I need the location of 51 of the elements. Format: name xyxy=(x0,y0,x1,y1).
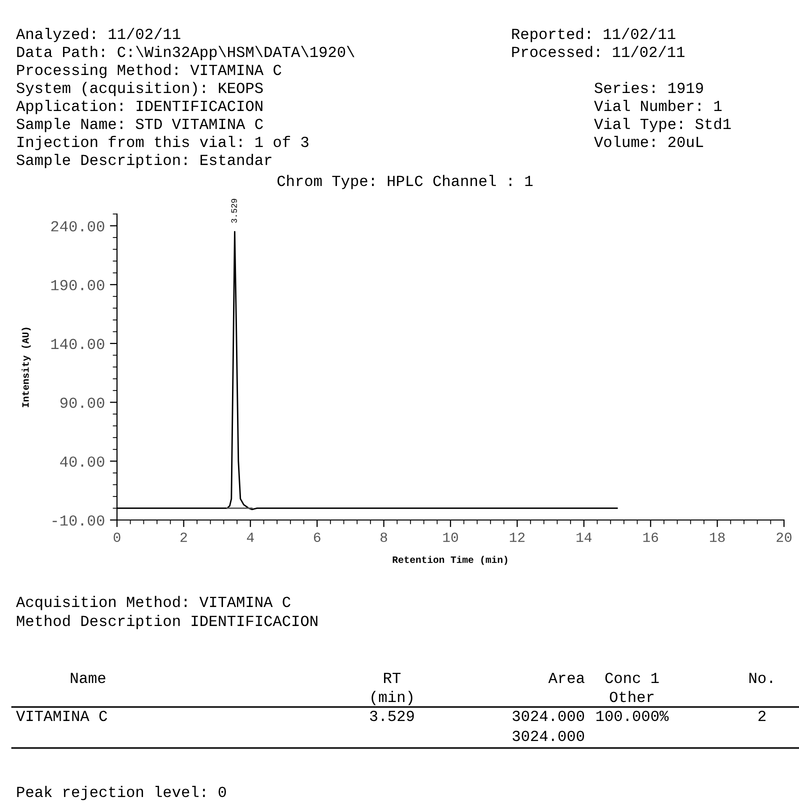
x-tick-label: 6 xyxy=(314,532,320,542)
text: Volume: 20uL xyxy=(594,136,704,148)
text: 100.000% xyxy=(596,710,669,722)
annotation: 3.529 xyxy=(231,198,237,223)
text: Series: 1919 xyxy=(594,82,703,94)
text: (min) xyxy=(372,690,412,706)
x-tick-label: 12 xyxy=(510,532,525,542)
text: Processing Method: VITAMINA C xyxy=(17,64,282,78)
text: System (acquisition): KEOPS xyxy=(16,82,263,96)
text: RT xyxy=(384,672,401,683)
x-tick-label: 10 xyxy=(443,532,458,542)
y-tick-label: 190.00 xyxy=(51,280,104,290)
text: Name xyxy=(70,672,106,684)
text: Conc 1 xyxy=(605,672,659,684)
x-tick-label: 16 xyxy=(643,532,658,542)
text: 3024.000 xyxy=(512,730,584,742)
text: Area xyxy=(548,672,584,684)
text: Processed: 11/02/11 xyxy=(512,46,684,58)
chart-title: Chrom Type: HPLC Channel : 1 xyxy=(277,174,533,190)
x-tick-label: 8 xyxy=(380,532,388,542)
x-tick-label: 2 xyxy=(180,532,187,542)
text: No. xyxy=(749,672,772,684)
text: Peak rejection level: 0 xyxy=(17,786,226,800)
y-tick-label: 90.00 xyxy=(60,398,104,408)
text: Data Path: C:\Win32App\HSM\DATA\1920\ xyxy=(17,46,354,60)
y-axis-title: Intensity (AU) xyxy=(22,328,31,408)
text: Vial Type: Std1 xyxy=(594,118,731,132)
x-tick-label: 14 xyxy=(576,532,592,542)
text: 3024.000 xyxy=(512,710,584,722)
text: Acquisition Method: VITAMINA C xyxy=(16,596,290,610)
text: 2 xyxy=(758,710,766,721)
x-tick-label: 0 xyxy=(114,532,120,542)
text: Reported: 11/02/11 xyxy=(512,28,676,42)
text: VITAMINA C xyxy=(16,710,108,722)
x-axis-title: Retention Time (min) xyxy=(392,556,508,565)
text: Method Description IDENTIFICACION xyxy=(16,614,318,630)
x-tick-label: 18 xyxy=(710,532,725,542)
y-tick-label: 140.00 xyxy=(51,338,104,350)
y-tick-label: 40.00 xyxy=(60,456,104,467)
text: Vial Number: 1 xyxy=(594,100,722,112)
text: Other xyxy=(610,690,654,702)
text: Sample Description: Estandar xyxy=(16,154,272,168)
x-tick-label: 20 xyxy=(776,532,792,542)
text: Sample Name: STD VITAMINA C xyxy=(16,118,263,132)
text: Injection from this vial: 1 of 3 xyxy=(18,136,308,150)
text: 3.529 xyxy=(370,710,414,722)
y-tick-label: 240.00 xyxy=(51,221,104,232)
x-tick-label: 4 xyxy=(246,532,254,542)
y-tick-label: -10.00 xyxy=(52,515,104,526)
text: Analyzed: 11/02/11 xyxy=(16,28,180,42)
text: Application: IDENTIFICACION xyxy=(16,100,262,114)
